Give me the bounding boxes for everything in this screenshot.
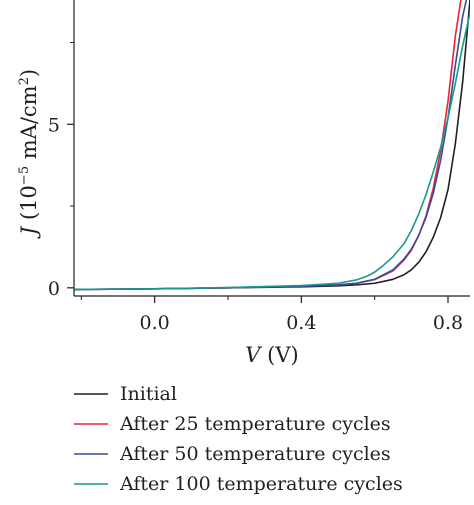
x-axis-title-var: V <box>245 343 262 367</box>
y-axis-title: J (10−5 mA/cm2) <box>17 69 41 239</box>
y-tick-label-1: 5 <box>48 114 60 136</box>
y-axis-title-pre: (10 <box>17 185 41 227</box>
x-tick-label-1: 0.4 <box>286 312 316 334</box>
axis-ticks: 0.0 0.4 0.8 0 5 <box>48 42 463 334</box>
y-axis-title-var: J <box>17 225 41 239</box>
y-tick-label-0: 0 <box>48 278 60 300</box>
series-line-3 <box>74 12 470 291</box>
x-axis-title-unit: (V) <box>260 343 298 367</box>
plot-axes <box>73 0 470 297</box>
series-line-2 <box>74 0 468 291</box>
legend-label-0: Initial <box>120 383 177 405</box>
legend-label-2: After 50 temperature cycles <box>119 443 391 465</box>
y-axis-title-post: ) <box>17 69 41 77</box>
legend: Initial After 25 temperature cycles After … <box>74 383 403 495</box>
legend-label-1: After 25 temperature cycles <box>119 413 391 435</box>
y-axis-title-mid: mA/cm <box>17 85 41 166</box>
legend-label-3: After 100 temperature cycles <box>119 473 403 495</box>
x-axis-title: V (V) <box>245 343 298 367</box>
y-axis-title-sq: 2 <box>17 77 32 85</box>
x-tick-label-0: 0.0 <box>140 312 170 334</box>
series-lines <box>74 0 470 291</box>
y-axis-title-exp: −5 <box>17 166 32 185</box>
series-line-0 <box>74 0 470 291</box>
x-tick-label-2: 0.8 <box>433 312 463 334</box>
